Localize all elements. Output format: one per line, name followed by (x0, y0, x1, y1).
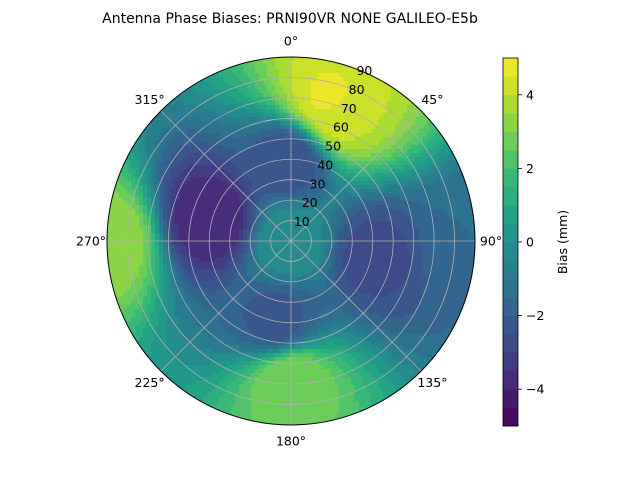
colorbar-tick-label: −2 (526, 308, 544, 323)
angle-tick-label: 270° (76, 234, 106, 249)
colorbar-band (503, 150, 518, 169)
polar-grid (107, 57, 475, 425)
colorbar-band (503, 76, 518, 96)
angle-gridline (290, 240, 422, 372)
angle-gridline (290, 110, 422, 242)
colorbar-band (503, 186, 518, 206)
colorbar-band (503, 315, 518, 335)
colorbar-band (503, 334, 518, 353)
angle-gridline (160, 240, 292, 372)
colorbar-band (503, 205, 518, 224)
radial-tick-label: 60 (333, 120, 349, 135)
angle-tick-label: 180° (276, 434, 306, 449)
colorbar-band (503, 278, 518, 298)
angle-tick-label: 45° (421, 92, 443, 107)
angle-tick-label: 0° (284, 34, 298, 49)
radial-tick-label: 80 (349, 82, 365, 97)
polar-plot-area: 0° 45° 90° 135° 180° 225° 270° 315° 10 20 30 40 50 6… (76, 34, 502, 449)
radial-tick-labels: 10 20 30 40 50 60 70 80 90 (294, 63, 373, 229)
colorbar-bands (503, 58, 518, 427)
colorbar-ticks: −4 −2 0 2 4 (518, 87, 544, 397)
colorbar: −4 −2 0 2 4 Bias (mm) (502, 57, 570, 427)
angle-tick-labels: 0° 45° 90° 135° 180° 225° 270° 315° (76, 34, 502, 449)
colorbar-band (503, 352, 518, 372)
colorbar-band (503, 260, 518, 280)
colorbar-band (503, 223, 518, 243)
radial-tick-label: 20 (302, 195, 318, 210)
chart-title: Antenna Phase Biases: PRNI90VR NONE GALI… (102, 11, 478, 27)
colorbar-label: Bias (mm) (555, 210, 570, 274)
polar-frame (106, 56, 476, 426)
colorbar-band (503, 407, 518, 427)
colorbar-band (503, 389, 518, 408)
radial-tick-label: 30 (310, 176, 326, 191)
contour-fill (107, 57, 475, 425)
colorbar-tick-label: 4 (526, 87, 534, 102)
radial-tick-label: 10 (294, 214, 310, 229)
colorbar-band (503, 58, 518, 77)
radial-tick-label: 90 (356, 63, 372, 78)
angle-tick-label: 225° (135, 375, 165, 390)
colorbar-tick-label: −4 (526, 382, 544, 397)
radial-tick-label: 40 (317, 157, 333, 172)
colorbar-band (503, 131, 518, 151)
colorbar-band (503, 370, 518, 390)
colorbar-band (503, 113, 518, 132)
angle-tick-label: 90° (480, 234, 502, 249)
colorbar-band (503, 242, 518, 261)
colorbar-band (503, 297, 518, 316)
angle-gridline (160, 110, 292, 242)
colorbar-tick-label: 0 (526, 235, 534, 250)
colorbar-tick-label: 2 (526, 161, 534, 176)
radial-tick-label: 50 (325, 139, 341, 154)
colorbar-band (503, 168, 518, 188)
angle-tick-label: 315° (135, 92, 165, 107)
angle-tick-label: 135° (417, 375, 447, 390)
colorbar-band (503, 94, 518, 114)
radial-tick-label: 70 (341, 101, 357, 116)
